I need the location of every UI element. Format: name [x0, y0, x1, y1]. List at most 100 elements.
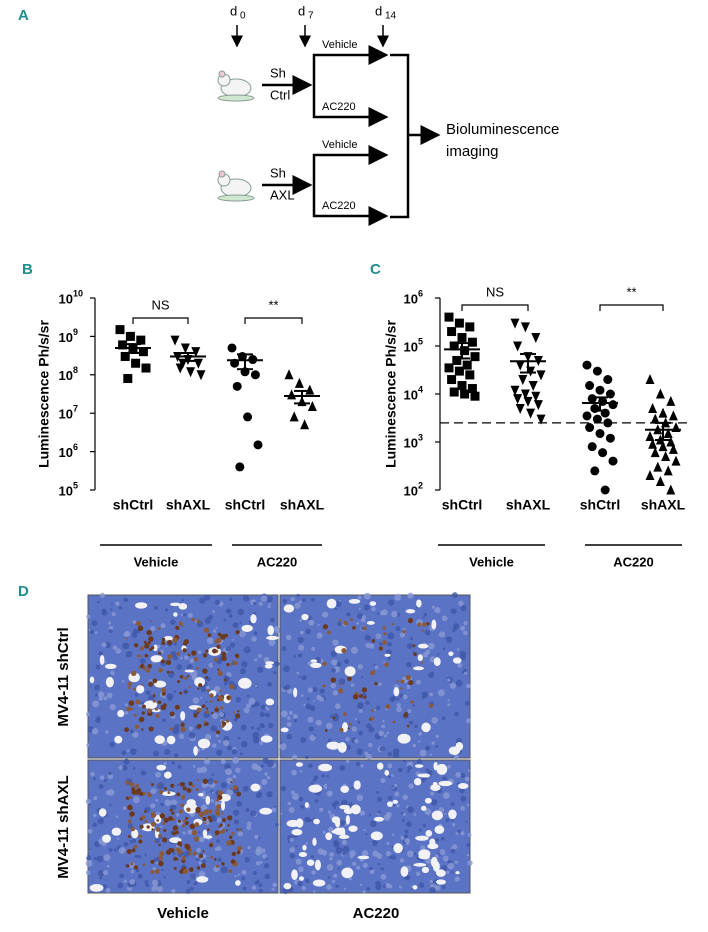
- stain: [232, 779, 235, 782]
- stain: [177, 819, 182, 823]
- lumen: [283, 882, 292, 890]
- texture: [93, 796, 98, 801]
- texture: [305, 878, 310, 883]
- texture: [285, 634, 292, 641]
- texture: [264, 772, 268, 776]
- y-tick-exponent: 8: [73, 365, 78, 375]
- stain: [202, 668, 208, 674]
- texture: [171, 888, 176, 893]
- texture: [271, 887, 275, 891]
- texture: [287, 840, 291, 843]
- texture: [121, 680, 125, 683]
- texture: [232, 774, 237, 779]
- texture: [226, 608, 232, 614]
- texture: [299, 618, 303, 622]
- stain: [125, 780, 130, 785]
- texture: [202, 807, 206, 810]
- lumen: [424, 797, 432, 804]
- stain: [169, 808, 173, 812]
- point: [582, 411, 592, 421]
- texture: [376, 790, 379, 794]
- texture: [161, 869, 164, 872]
- stain: [196, 723, 202, 729]
- texture: [139, 658, 146, 664]
- texture: [289, 853, 296, 859]
- texture: [377, 796, 383, 802]
- texture: [229, 642, 236, 648]
- texture: [388, 775, 392, 779]
- lumen: [154, 680, 167, 688]
- texture: [463, 621, 468, 626]
- x-tick-label: shAXL: [506, 497, 551, 513]
- texture: [253, 631, 258, 636]
- y-tick-label: 10: [404, 483, 418, 498]
- stain: [127, 819, 132, 824]
- texture: [414, 724, 418, 728]
- texture: [170, 651, 177, 658]
- lumen: [89, 884, 104, 892]
- texture: [455, 679, 463, 687]
- texture: [337, 621, 342, 627]
- stain: [149, 647, 153, 652]
- texture: [447, 862, 455, 870]
- texture: [178, 733, 185, 740]
- day: d: [375, 3, 382, 18]
- texture: [407, 806, 414, 813]
- texture: [162, 718, 167, 723]
- stain: [196, 707, 202, 713]
- texture: [123, 758, 130, 765]
- texture: [121, 750, 127, 756]
- lumen: [153, 644, 158, 652]
- texture: [115, 815, 119, 818]
- texture: [144, 853, 147, 856]
- texture: [116, 837, 120, 840]
- texture: [210, 798, 214, 803]
- texture: [289, 837, 294, 842]
- texture: [467, 832, 472, 837]
- texture: [297, 636, 304, 643]
- texture: [295, 845, 298, 848]
- texture: [109, 741, 115, 748]
- stain: [146, 825, 150, 829]
- texture: [226, 745, 232, 751]
- point: [648, 438, 658, 449]
- texture: [415, 871, 421, 876]
- lumen: [448, 746, 461, 755]
- point: [449, 341, 459, 351]
- texture: [343, 887, 346, 890]
- texture: [385, 883, 391, 889]
- point: [600, 485, 610, 495]
- texture: [129, 729, 134, 734]
- point: [300, 419, 310, 430]
- texture: [435, 745, 439, 748]
- stain: [196, 619, 201, 624]
- texture: [231, 638, 234, 641]
- point: [180, 343, 190, 354]
- stain: [196, 866, 201, 870]
- texture: [365, 833, 368, 836]
- point: [138, 347, 148, 357]
- texture: [160, 825, 163, 829]
- stain: [128, 795, 132, 799]
- lumen: [386, 801, 393, 807]
- texture: [241, 869, 247, 875]
- point: [460, 389, 470, 399]
- stain: [167, 654, 173, 660]
- texture: [86, 712, 91, 717]
- texture: [364, 634, 371, 641]
- texture: [151, 886, 157, 892]
- lumen: [111, 827, 122, 836]
- y-tick-exponent: 6: [418, 288, 423, 298]
- stain: [235, 630, 240, 635]
- stain: [195, 788, 199, 792]
- lumen: [298, 876, 304, 881]
- stain: [128, 700, 135, 706]
- texture: [299, 630, 304, 635]
- texture: [368, 813, 372, 817]
- bracket: [312, 153, 384, 218]
- stain: [155, 713, 160, 719]
- stain: [203, 809, 209, 815]
- texture: [429, 753, 432, 756]
- point: [125, 331, 135, 341]
- texture: [422, 823, 427, 828]
